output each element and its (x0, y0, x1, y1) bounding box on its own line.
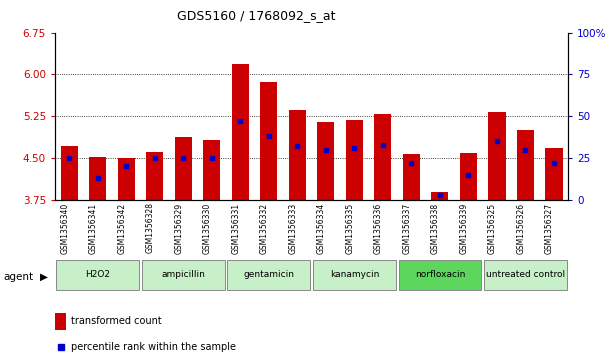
Bar (232, 64, 249, 200)
Text: GSM1356328: GSM1356328 (146, 203, 155, 253)
Text: GSM1356333: GSM1356333 (288, 203, 298, 254)
Text: percentile rank within the sample: percentile rank within the sample (71, 342, 236, 352)
Bar (403, 154, 420, 200)
Text: GSM1356325: GSM1356325 (488, 203, 497, 254)
Text: GSM1356338: GSM1356338 (431, 203, 440, 254)
Text: GSM1356342: GSM1356342 (117, 203, 126, 254)
Text: GSM1356326: GSM1356326 (516, 203, 525, 254)
Text: GSM1356332: GSM1356332 (260, 203, 269, 254)
Bar (488, 112, 505, 200)
Text: GSM1356339: GSM1356339 (459, 203, 469, 254)
Text: untreated control: untreated control (486, 270, 565, 280)
Text: transformed count: transformed count (71, 316, 162, 326)
Text: agent: agent (3, 272, 33, 282)
Bar (546, 148, 563, 200)
FancyBboxPatch shape (56, 260, 139, 290)
Text: H2O2: H2O2 (86, 270, 110, 280)
FancyBboxPatch shape (142, 260, 225, 290)
Text: GDS5160 / 1768092_s_at: GDS5160 / 1768092_s_at (177, 9, 336, 22)
FancyBboxPatch shape (484, 260, 567, 290)
Text: GSM1356341: GSM1356341 (89, 203, 98, 254)
Bar (431, 192, 448, 200)
Text: GSM1356340: GSM1356340 (60, 203, 69, 254)
Text: kanamycin: kanamycin (330, 270, 379, 280)
Bar (175, 137, 192, 200)
Bar (118, 158, 135, 200)
Bar (203, 139, 221, 200)
Bar (55, 313, 66, 330)
Bar (289, 110, 306, 200)
Bar (317, 122, 334, 200)
Text: GSM1356331: GSM1356331 (232, 203, 240, 254)
Text: GSM1356327: GSM1356327 (545, 203, 554, 254)
FancyBboxPatch shape (313, 260, 396, 290)
Bar (60, 146, 78, 200)
Text: ▶: ▶ (40, 272, 48, 282)
Bar (517, 130, 534, 200)
Text: GSM1356334: GSM1356334 (317, 203, 326, 254)
Text: gentamicin: gentamicin (243, 270, 295, 280)
Bar (89, 157, 106, 200)
Text: GSM1356335: GSM1356335 (345, 203, 354, 254)
Bar (260, 82, 277, 200)
Text: GSM1356337: GSM1356337 (403, 203, 411, 254)
Text: GSM1356330: GSM1356330 (203, 203, 212, 254)
Text: GSM1356329: GSM1356329 (174, 203, 183, 254)
FancyBboxPatch shape (398, 260, 481, 290)
FancyBboxPatch shape (227, 260, 310, 290)
Text: GSM1356336: GSM1356336 (374, 203, 383, 254)
Bar (346, 120, 363, 200)
Bar (375, 114, 392, 200)
Bar (146, 152, 163, 200)
Bar (460, 154, 477, 200)
Text: norfloxacin: norfloxacin (415, 270, 465, 280)
Text: ampicillin: ampicillin (161, 270, 205, 280)
